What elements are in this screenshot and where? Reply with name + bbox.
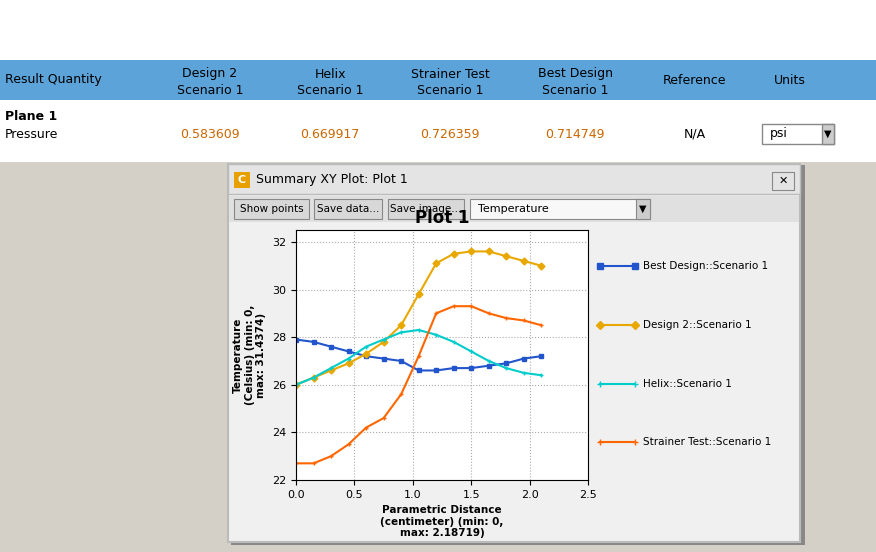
Bar: [0, 0, 876, 162]
Text: 0.583609: 0.583609: [180, 128, 240, 141]
Bar: [0, 60, 876, 100]
Bar: [228, 164, 800, 542]
Text: Design 2
Scenario 1: Design 2 Scenario 1: [177, 67, 244, 97]
Bar: [234, 172, 250, 188]
X-axis label: Parametric Distance
(centimeter) (min: 0,
max: 2.18719): Parametric Distance (centimeter) (min: 0…: [380, 505, 504, 539]
Bar: [388, 199, 464, 219]
Bar: [772, 172, 794, 190]
Text: Best Design
Scenario 1: Best Design Scenario 1: [538, 67, 612, 97]
Text: Result Quantity: Result Quantity: [5, 73, 102, 87]
Text: 0.669917: 0.669917: [300, 128, 360, 141]
Bar: [636, 199, 650, 219]
Text: psi: psi: [770, 128, 788, 141]
Bar: [822, 124, 834, 144]
Bar: [762, 124, 834, 144]
Text: Units: Units: [774, 73, 806, 87]
Text: Reference: Reference: [663, 73, 727, 87]
Text: Strainer Test::Scenario 1: Strainer Test::Scenario 1: [643, 437, 771, 448]
Text: Helix
Scenario 1: Helix Scenario 1: [297, 67, 364, 97]
Text: Helix::Scenario 1: Helix::Scenario 1: [643, 379, 732, 389]
Text: ✕: ✕: [778, 176, 788, 186]
Text: 0.726359: 0.726359: [420, 128, 480, 141]
Text: ▼: ▼: [639, 204, 646, 214]
Text: Show points: Show points: [240, 204, 303, 214]
Text: Strainer Test
Scenario 1: Strainer Test Scenario 1: [411, 67, 490, 97]
Y-axis label: Temperature
(Celsius) (min: 0,
max: 31.4374): Temperature (Celsius) (min: 0, max: 31.4…: [233, 305, 266, 405]
Text: N/A: N/A: [684, 128, 706, 141]
Text: Design 2::Scenario 1: Design 2::Scenario 1: [643, 320, 752, 330]
Bar: [234, 199, 309, 219]
Text: Pressure: Pressure: [5, 128, 59, 141]
Bar: [229, 196, 799, 222]
Bar: [228, 164, 800, 194]
Text: Save image...: Save image...: [391, 204, 462, 214]
Text: 0.714749: 0.714749: [545, 128, 604, 141]
Text: Plane 1: Plane 1: [5, 109, 57, 123]
Bar: [470, 199, 650, 219]
Text: Best Design::Scenario 1: Best Design::Scenario 1: [643, 262, 768, 272]
Text: ▼: ▼: [824, 129, 831, 139]
Bar: [314, 199, 382, 219]
Text: C: C: [238, 175, 246, 185]
Text: Summary XY Plot: Plot 1: Summary XY Plot: Plot 1: [256, 172, 407, 185]
Text: Temperature: Temperature: [478, 204, 548, 214]
Bar: [231, 165, 805, 545]
Title: Plot 1: Plot 1: [414, 209, 470, 227]
Text: Save data...: Save data...: [317, 204, 379, 214]
